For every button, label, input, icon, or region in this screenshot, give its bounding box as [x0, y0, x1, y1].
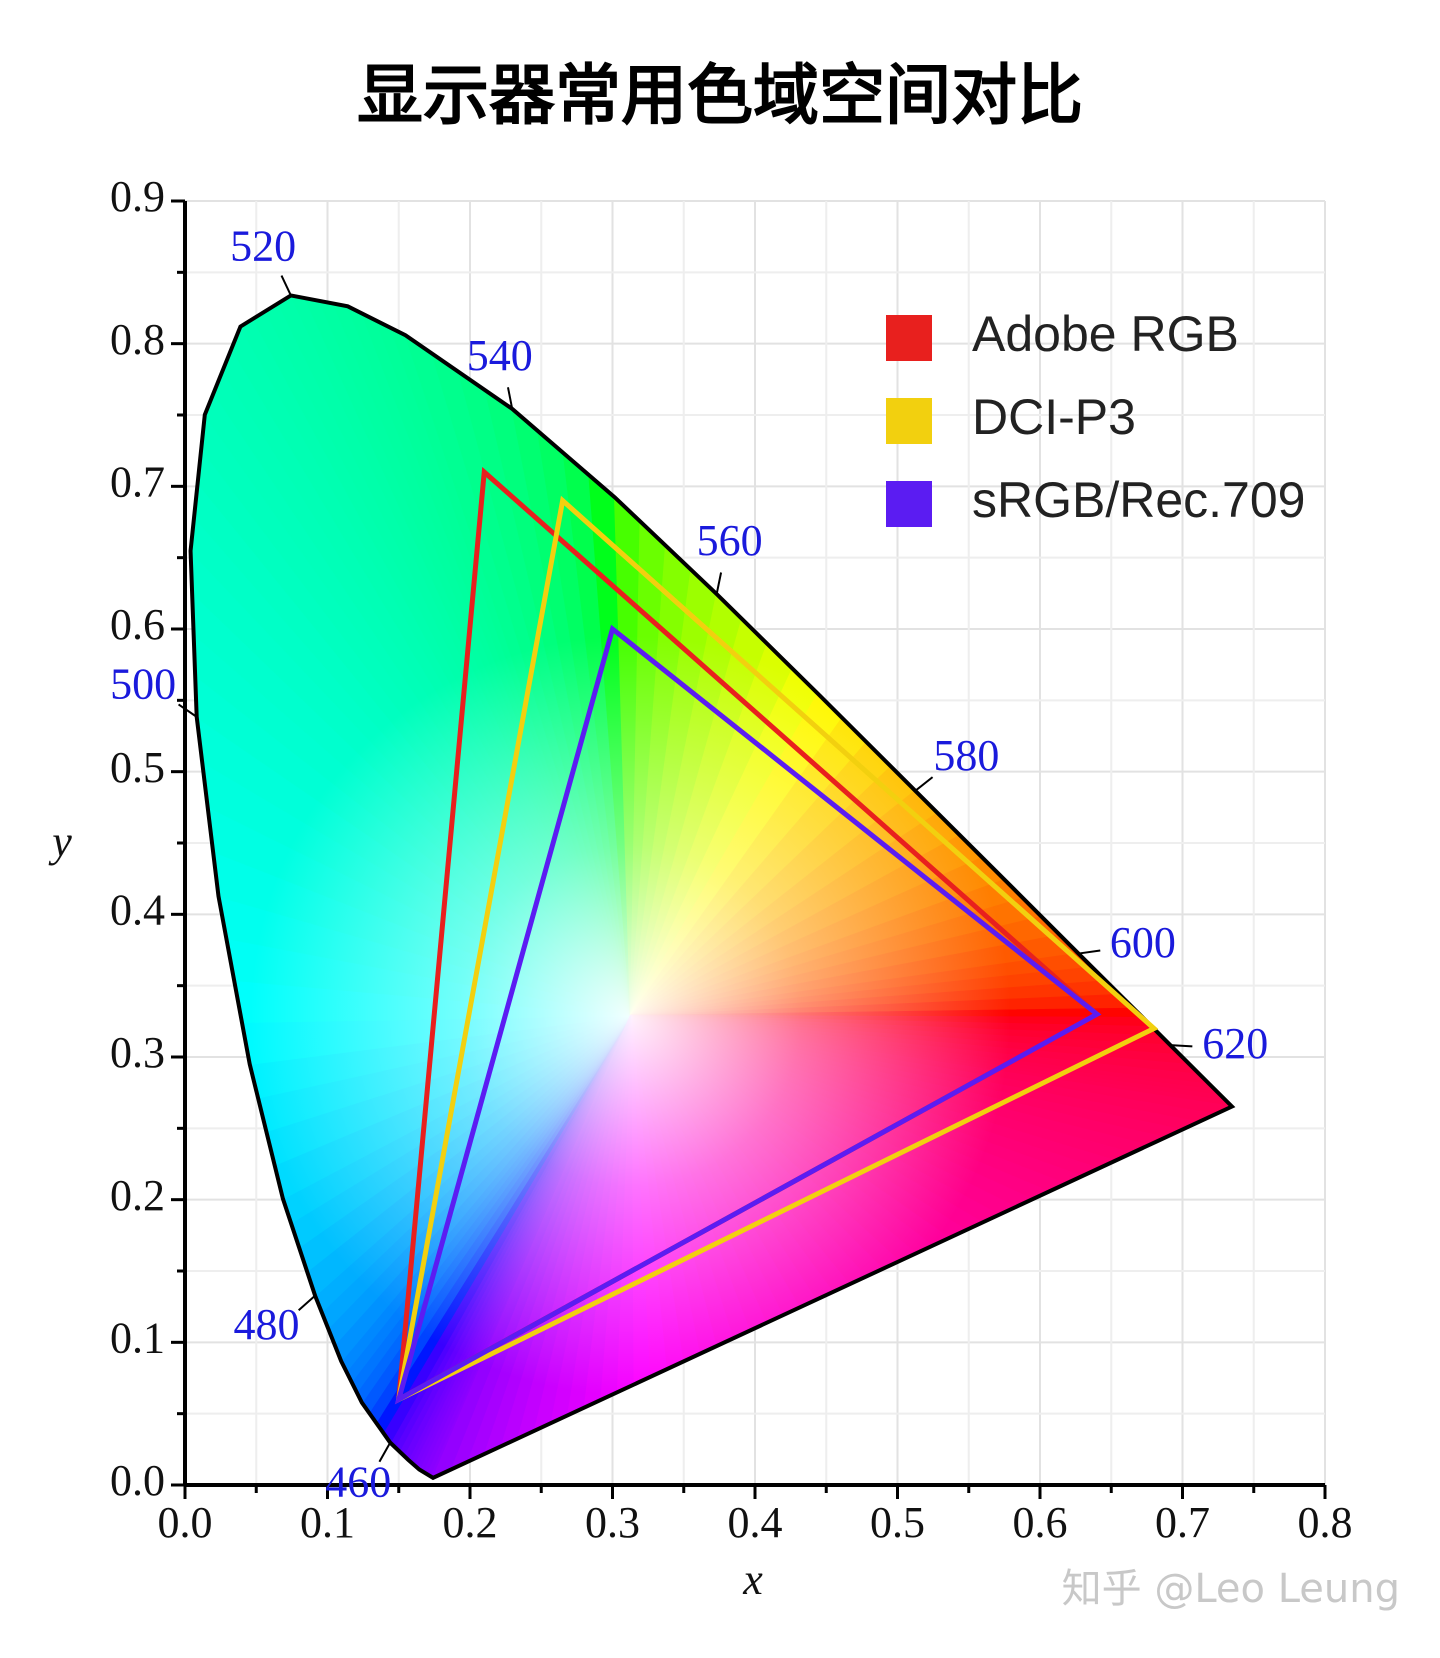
x-tick-label: 0.4	[728, 1498, 783, 1547]
wavelength-tick	[177, 703, 198, 718]
wavelength-tick	[914, 776, 934, 792]
y-tick-label: 0.9	[110, 172, 165, 221]
y-tick-label: 0.0	[110, 1456, 165, 1505]
wavelength-tick	[297, 1294, 316, 1312]
wavelength-tick	[506, 387, 514, 410]
legend-label: DCI-P3	[972, 389, 1136, 445]
wavelength-label: 600	[1110, 918, 1176, 967]
x-tick-label: 0.2	[443, 1498, 498, 1547]
wavelength-label: 540	[467, 331, 533, 380]
wavelength-label: 460	[325, 1457, 391, 1506]
y-tick-label: 0.2	[110, 1171, 165, 1220]
wavelength-label: 500	[110, 660, 176, 709]
wavelength-tick	[1078, 949, 1101, 955]
wavelength-label: 520	[230, 221, 296, 270]
x-axis-label: x	[742, 1555, 763, 1604]
y-tick-label: 0.5	[110, 743, 165, 792]
legend-swatch	[886, 398, 932, 444]
x-tick-label: 0.8	[1298, 1498, 1353, 1547]
legend-label: Adobe RGB	[972, 306, 1239, 362]
x-tick-label: 0.3	[585, 1498, 640, 1547]
chart-title: 显示器常用色域空间对比	[357, 57, 1083, 134]
wavelength-label: 480	[233, 1300, 299, 1349]
gamut-triangle	[394, 624, 1102, 1405]
wavelength-label: 580	[933, 731, 999, 780]
gamut-triangle	[395, 495, 1159, 1404]
x-tick-label: 0.0	[158, 1498, 213, 1547]
legend-swatch	[886, 315, 932, 361]
white-glow	[250, 635, 1011, 1396]
watermark: 知乎 @Leo Leung	[1062, 1566, 1400, 1612]
y-tick-label: 0.1	[110, 1313, 165, 1362]
y-tick-label: 0.7	[110, 457, 165, 506]
x-tick-label: 0.5	[870, 1498, 925, 1547]
y-tick-label: 0.6	[110, 600, 165, 649]
wavelength-label: 560	[697, 516, 763, 565]
wavelength-tick	[1170, 1044, 1193, 1048]
y-axis-label: y	[48, 817, 72, 866]
wavelength-tick	[280, 275, 292, 296]
legend-swatch	[886, 481, 932, 527]
legend-label: sRGB/Rec.709	[972, 472, 1305, 528]
x-tick-label: 0.1	[300, 1498, 355, 1547]
x-tick-label: 0.7	[1155, 1498, 1210, 1547]
wavelength-tick	[715, 572, 723, 595]
x-tick-label: 0.6	[1013, 1498, 1068, 1547]
y-tick-label: 0.4	[110, 885, 165, 934]
y-tick-label: 0.8	[110, 315, 165, 364]
wavelength-label: 620	[1202, 1019, 1268, 1068]
y-tick-label: 0.3	[110, 1028, 165, 1077]
wavelength-tick	[378, 1442, 392, 1463]
